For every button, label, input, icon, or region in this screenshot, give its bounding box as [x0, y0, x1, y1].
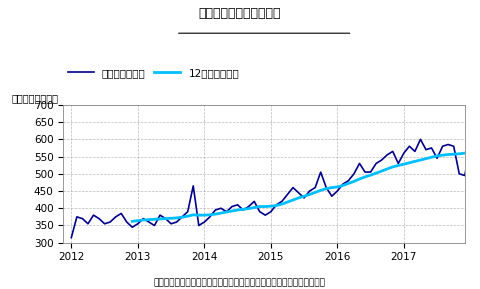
Line: 12ヶ月移動平均: 12ヶ月移動平均 [132, 151, 480, 221]
ガソリン消費量 [240, 208, 246, 212]
12ヶ月移動平均 [462, 151, 468, 155]
ガソリン消費量 [174, 220, 180, 224]
12ヶ月移動平均 [213, 212, 218, 216]
ガソリン消費量 [246, 205, 252, 208]
12ヶ月移動平均 [346, 182, 351, 185]
12ヶ月移動平均 [340, 184, 346, 187]
12ヶ月移動平均 [218, 211, 224, 215]
Line: ガソリン消費量: ガソリン消費量 [72, 119, 480, 238]
Text: インドのガソリン消費量: インドのガソリン消費量 [199, 7, 281, 20]
12ヶ月移動平均 [130, 220, 135, 223]
Legend: ガソリン消費量, 12ヶ月移動平均: ガソリン消費量, 12ヶ月移動平均 [63, 64, 243, 82]
Text: （千バレル／日）: （千バレル／日） [11, 94, 58, 103]
ガソリン消費量 [69, 236, 74, 239]
ガソリン消費量 [318, 170, 324, 174]
Text: （出所：インド石油天然ガス省より住友商事グローバルリサーチ作成）: （出所：インド石油天然ガス省より住友商事グローバルリサーチ作成） [154, 279, 326, 288]
ガソリン消費量 [384, 153, 390, 157]
ガソリン消費量 [185, 210, 191, 214]
